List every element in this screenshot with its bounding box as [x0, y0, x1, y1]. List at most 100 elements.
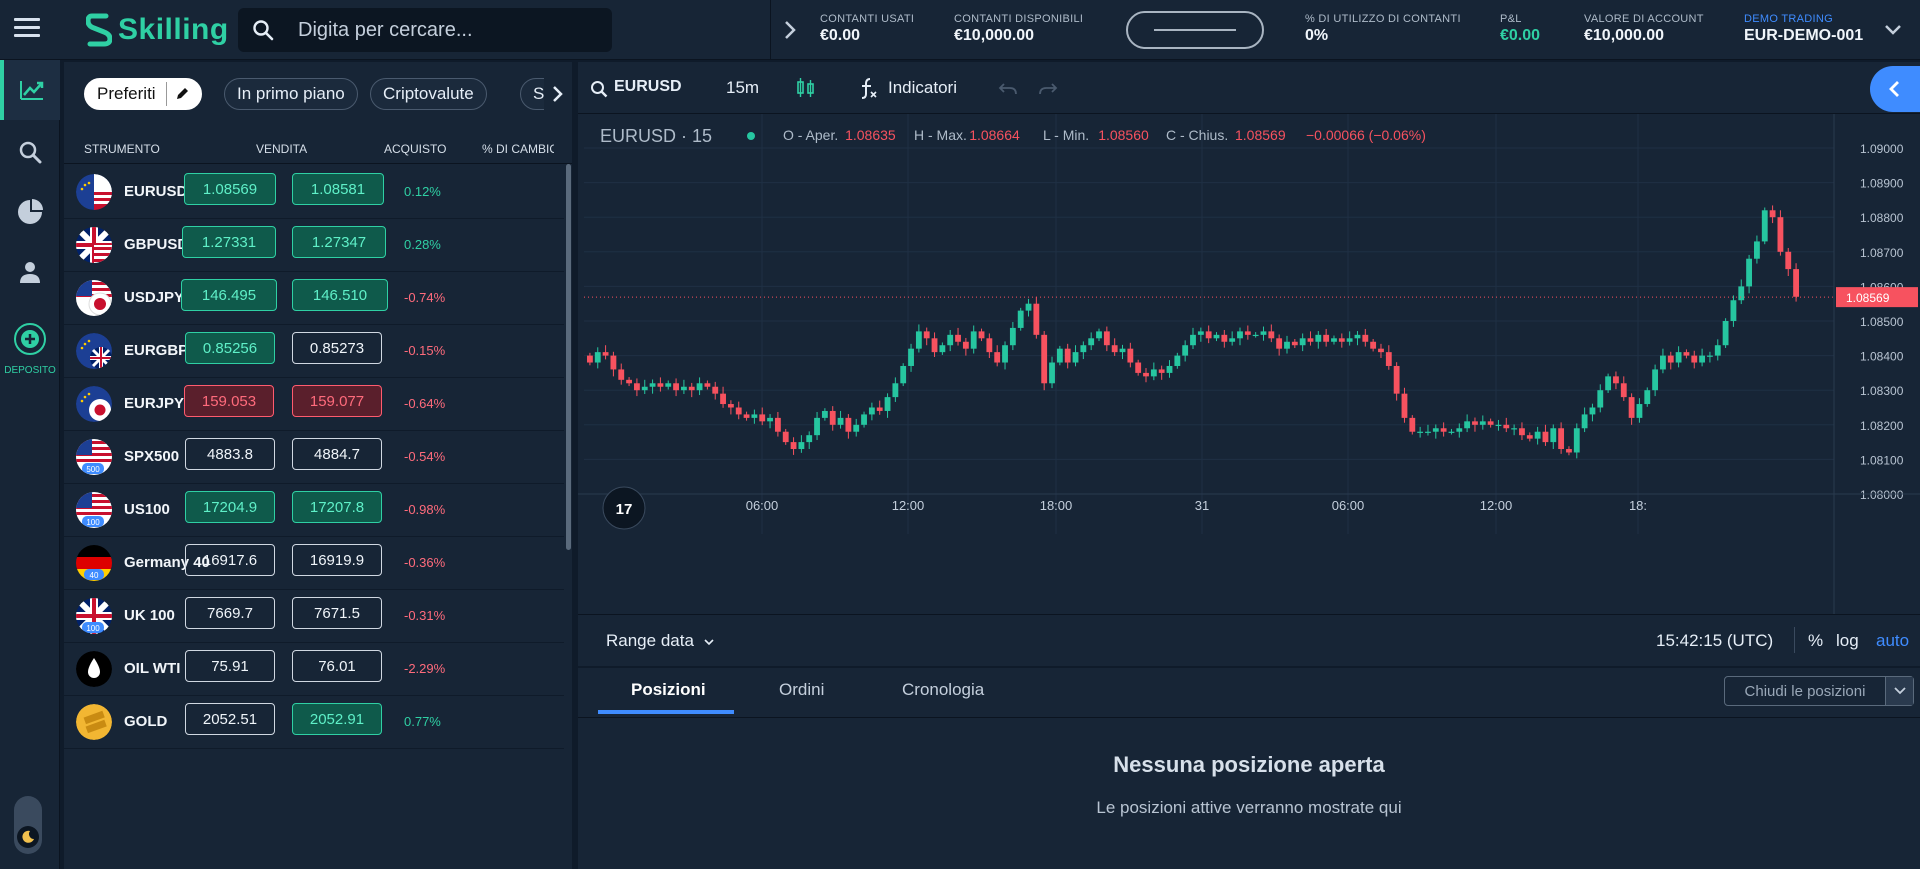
account-selector[interactable]: DEMO TRADING EUR-DEMO-001	[1744, 13, 1863, 45]
sell-price-button[interactable]: 75.91	[185, 650, 275, 682]
chip-featured[interactable]: In primo piano	[224, 78, 358, 110]
buy-price-button[interactable]: 1.27347	[292, 226, 386, 258]
chip-favorites[interactable]: Preferiti	[84, 78, 202, 110]
logo[interactable]: Skilling	[86, 12, 229, 48]
candle	[1205, 331, 1212, 339]
buy-price-button[interactable]: 16919.9	[292, 544, 382, 576]
close-positions-button[interactable]: Chiudi le posizioni	[1724, 676, 1914, 706]
pencil-icon[interactable]	[165, 82, 189, 106]
candle	[1299, 338, 1306, 346]
auto-scale-toggle[interactable]: auto	[1876, 631, 1910, 650]
chips-scroll-right[interactable]	[544, 78, 572, 110]
table-row[interactable]: OIL WTI 75.91 76.01 -2.29%	[64, 643, 564, 696]
table-row[interactable]: 100 US100 17204.9 17207.8 -0.98%	[64, 484, 564, 537]
undo-icon[interactable]	[998, 82, 1018, 96]
candle-type-icon[interactable]	[796, 76, 816, 100]
collapse-panel-button[interactable]	[1870, 66, 1920, 112]
buy-price-button[interactable]: 76.01	[292, 650, 382, 682]
instrument-name: SPX500	[124, 448, 180, 465]
chip-crypto[interactable]: Criptovalute	[370, 78, 487, 110]
chevron-down-icon[interactable]	[1885, 677, 1913, 705]
interval-selector[interactable]: 15m	[726, 78, 760, 97]
table-row[interactable]: 40 Germany 40 16917.6 16919.9 -0.36%	[64, 537, 564, 590]
sell-price-button[interactable]: 159.053	[184, 385, 274, 417]
buy-price-button[interactable]: 17207.8	[292, 491, 382, 523]
change-percent: -0.64%	[404, 396, 446, 411]
candle	[1331, 338, 1337, 342]
candle	[1088, 338, 1095, 346]
sell-price-button[interactable]: 7669.7	[185, 597, 275, 629]
rail-deposit[interactable]: DEPOSITO	[0, 322, 60, 376]
candle	[696, 383, 703, 391]
empty-state-title: Nessuna posizione aperta	[1113, 752, 1385, 777]
buy-price-button[interactable]: 146.510	[292, 279, 388, 311]
candle	[1354, 334, 1361, 339]
chevron-down-icon[interactable]	[1884, 24, 1902, 36]
percent-scale-toggle[interactable]: %	[1808, 631, 1824, 650]
sell-price-button[interactable]: 4883.8	[185, 438, 275, 470]
y-tick-label: 1.08800	[1860, 211, 1904, 225]
table-row[interactable]: EURGBP 0.85256 0.85273 -0.15%	[64, 325, 564, 378]
buy-price-button[interactable]: 4884.7	[292, 438, 382, 470]
theme-toggle[interactable]	[14, 796, 42, 854]
search-icon[interactable]	[590, 80, 608, 98]
candle	[759, 414, 766, 422]
tab-positions[interactable]: Posizioni	[631, 680, 706, 699]
search-input[interactable]	[298, 18, 588, 42]
indicators-button[interactable]: Indicatori	[888, 78, 957, 97]
buy-price-button[interactable]: 1.08581	[292, 173, 384, 205]
sell-price-button[interactable]: 2052.51	[185, 703, 275, 735]
rail-search[interactable]	[0, 122, 60, 182]
log-scale-toggle[interactable]: log	[1836, 631, 1859, 650]
tab-orders[interactable]: Ordini	[779, 680, 825, 699]
tradingview-logo-icon[interactable]	[602, 486, 646, 530]
symbol-search[interactable]: EURUSD	[614, 78, 682, 95]
candle	[1393, 365, 1400, 394]
chevron-down-icon[interactable]	[704, 639, 714, 647]
table-row[interactable]: GBPUSD 1.27331 1.27347 0.28%	[64, 219, 564, 272]
x-tick-label: 12:00	[1480, 498, 1513, 513]
table-row[interactable]: EURUSD 1.08569 1.08581 0.12%	[64, 166, 564, 219]
price-chart[interactable]: 1.090001.089001.088001.087001.086001.085…	[578, 114, 1920, 614]
buy-price-button[interactable]: 7671.5	[292, 597, 382, 629]
toggle-pill-button[interactable]	[1126, 11, 1264, 49]
table-row[interactable]: 100 UK 100 7669.7 7671.5 -0.31%	[64, 590, 564, 643]
buy-price-button[interactable]: 0.85273	[292, 332, 382, 364]
flag-icon	[76, 227, 112, 263]
search-bar[interactable]	[238, 8, 612, 52]
sell-price-button[interactable]: 1.27331	[182, 226, 276, 258]
table-row[interactable]: 500 SPX500 4883.8 4884.7 -0.54%	[64, 431, 564, 484]
hamburger-menu-icon[interactable]	[14, 18, 40, 40]
range-data-button[interactable]: Range data	[606, 631, 694, 650]
chevron-right-icon[interactable]	[782, 18, 798, 42]
rail-profile[interactable]	[0, 242, 60, 302]
sell-price-button[interactable]: 146.495	[181, 279, 277, 311]
redo-icon[interactable]	[1038, 82, 1058, 96]
sell-price-button[interactable]: 16917.6	[185, 544, 275, 576]
last-price-label: 1.08569	[1846, 291, 1890, 305]
sell-price-button[interactable]: 1.08569	[184, 173, 276, 205]
trend-chart-icon	[20, 81, 44, 100]
scrollbar[interactable]	[566, 164, 571, 550]
buy-price-button[interactable]: 159.077	[292, 385, 382, 417]
table-row[interactable]: EURJPY 159.053 159.077 -0.64%	[64, 378, 564, 431]
buy-price-button[interactable]: 2052.91	[292, 703, 382, 735]
rail-chart[interactable]	[0, 60, 60, 120]
chevron-left-icon	[1889, 81, 1899, 97]
candle	[806, 435, 813, 443]
rail-portfolio[interactable]	[0, 182, 60, 242]
flag-icon	[76, 333, 112, 369]
sell-price-button[interactable]: 17204.9	[185, 491, 275, 523]
candle	[1722, 321, 1729, 346]
sell-price-button[interactable]: 0.85256	[185, 332, 275, 364]
indicators-icon[interactable]	[858, 76, 878, 100]
table-row[interactable]: USDJPY 146.495 146.510 -0.74%	[64, 272, 564, 325]
candle	[978, 331, 985, 339]
tab-history[interactable]: Cronologia	[902, 680, 985, 699]
table-row[interactable]: GOLD 2052.51 2052.91 0.77%	[64, 696, 564, 749]
col-instrument: STRUMENTO	[84, 142, 160, 156]
candle	[1111, 345, 1118, 353]
candle	[821, 410, 828, 418]
candle	[915, 331, 922, 349]
candle	[1291, 341, 1298, 346]
